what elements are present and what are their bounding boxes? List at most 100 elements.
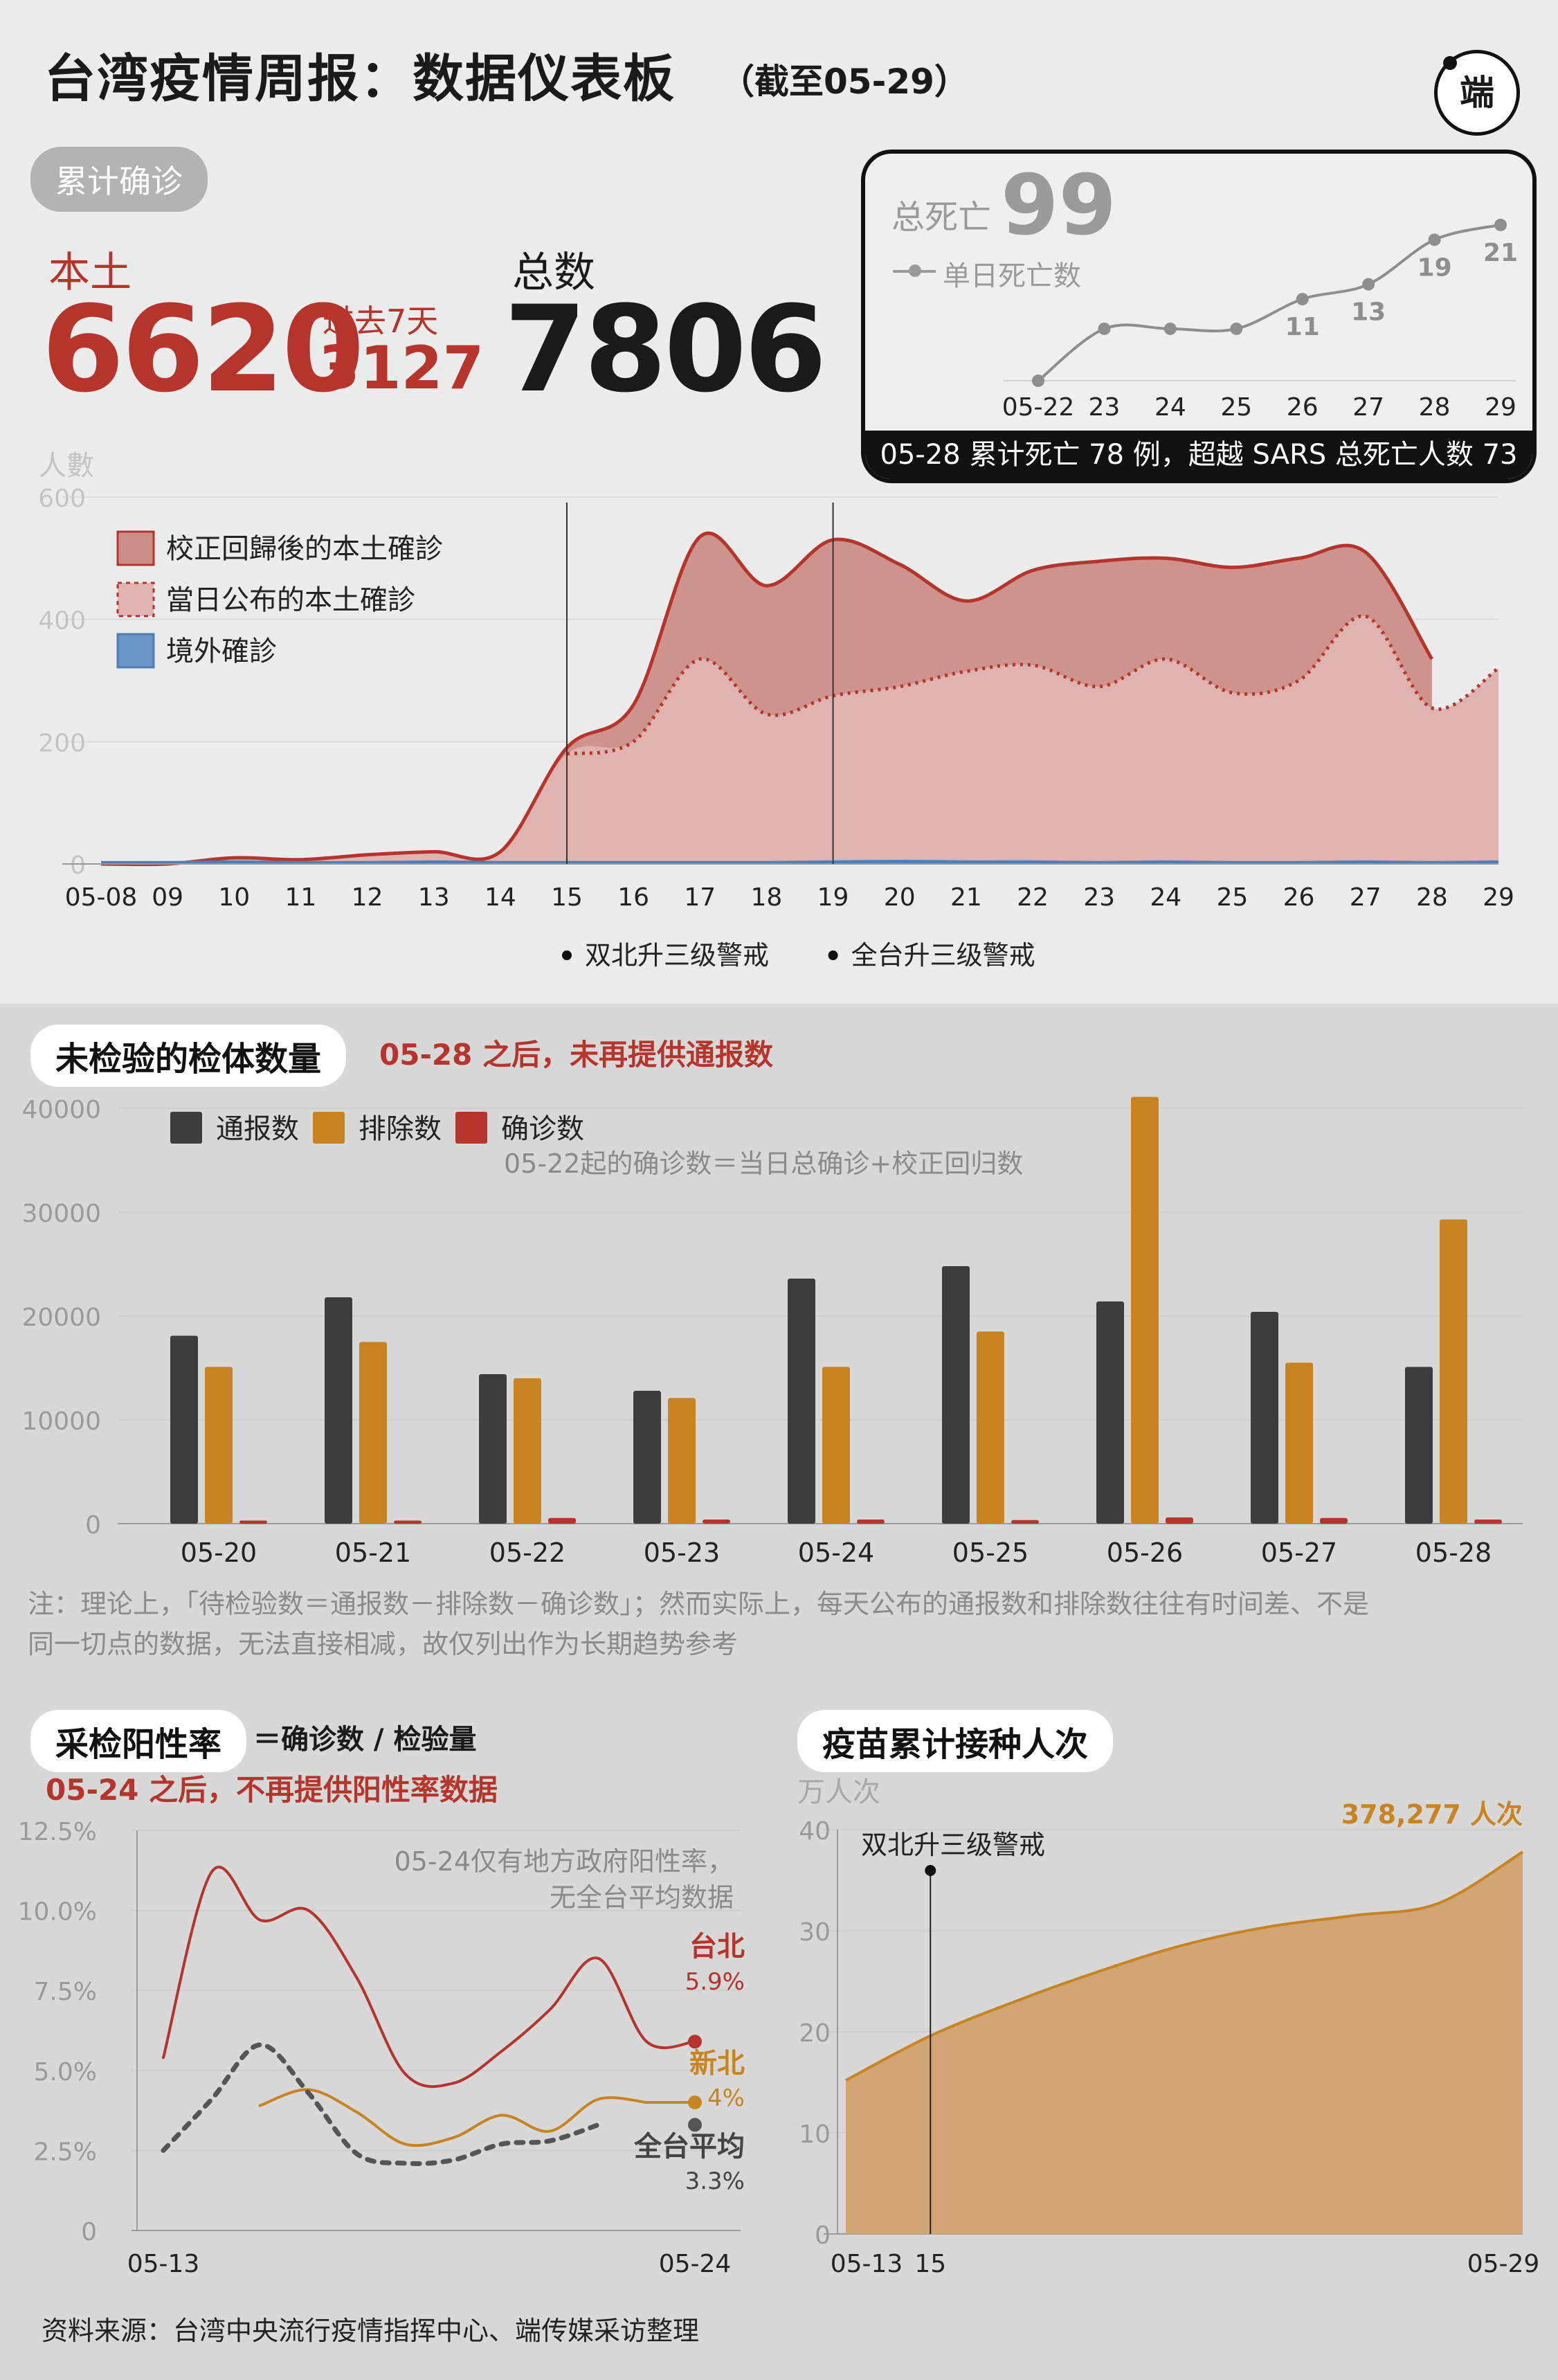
main-x-tick: 14 <box>484 883 516 912</box>
main-x-tick: 12 <box>352 883 383 912</box>
bar-legend-label: 排除数 <box>359 1113 442 1145</box>
positivity-line-chart: 0 2.5% 5.0% 7.5% 10.0% 12.5% 05-24仅有地方政府阳性率， 无全… <box>18 1818 745 2278</box>
deaths-line <box>1037 223 1501 382</box>
deaths-point <box>1163 322 1177 335</box>
main-legend-label: 校正回歸後的本土確診 <box>166 533 443 565</box>
main-x-tick: 22 <box>1017 883 1049 912</box>
main-x-tick: 25 <box>1217 883 1249 912</box>
deaths-point <box>1296 293 1309 306</box>
bar-confirmed <box>239 1520 267 1524</box>
event-dot <box>562 950 572 960</box>
pos-y-tick: 10.0% <box>18 1898 97 1927</box>
bar-excluded <box>514 1378 541 1524</box>
bar-confirmed <box>548 1517 576 1524</box>
deaths-legend-dot <box>909 264 921 277</box>
pos-line-0 <box>162 1866 696 2089</box>
bar-x-tick: 05-26 <box>1107 1538 1183 1568</box>
main-x-tick: 26 <box>1283 883 1315 912</box>
bar-y-tick: 40000 <box>21 1096 101 1124</box>
vac-y-tick: 0 <box>815 2221 831 2250</box>
deaths-x-tick: 05-22 <box>1002 393 1075 422</box>
bar-y-tick: 10000 <box>21 1407 101 1436</box>
vac-x-tick: 05-13 <box>831 2250 903 2278</box>
bar-legend-swatch <box>170 1112 202 1144</box>
bar-reported <box>1251 1312 1278 1524</box>
vac-event-dot <box>925 1865 936 1876</box>
event-dot <box>828 950 838 960</box>
pos-x-tick: 05-13 <box>127 2250 200 2278</box>
average-value: 3.3% <box>685 2167 745 2195</box>
bar-confirmed <box>1320 1517 1348 1524</box>
bar-reported <box>170 1335 198 1524</box>
deaths-data-label: 11 <box>1285 313 1320 341</box>
bar-reported <box>1405 1367 1433 1524</box>
deaths-point <box>1428 233 1441 246</box>
pos-end-point <box>688 2035 702 2049</box>
imported-line <box>100 859 1499 865</box>
bar-reported <box>1096 1301 1124 1524</box>
bar-legend-swatch <box>455 1112 487 1144</box>
pos-note-line1: 05-24仅有地方政府阳性率， <box>395 1846 734 1877</box>
average-name: 全台平均 <box>633 2131 745 2163</box>
taipei-name: 台北 <box>689 1931 745 1963</box>
corrected-line <box>100 531 1433 867</box>
deaths-data-label: 21 <box>1483 239 1518 267</box>
bar-excluded <box>359 1342 387 1524</box>
newtaipei-name: 新北 <box>689 2048 745 2080</box>
bar-reported <box>788 1279 815 1524</box>
samples-subtitle: 05-28 之后，未再提供通报数 <box>379 1038 773 1072</box>
main-y-tick: 200 <box>38 729 86 757</box>
deaths-line-chart: 05-22 23 24 25 11 26 13 27 19 28 21 29 <box>1002 218 1518 422</box>
vaccine-area-chart: 0 10 20 30 40 双北升三级警戒 378,277 人次 05-13 15 05-29 <box>799 1800 1539 2278</box>
deaths-point <box>1098 322 1111 335</box>
bar-y-tick: 0 <box>85 1511 101 1540</box>
pos-y-tick: 5.0% <box>34 2058 97 2086</box>
main-x-tick: 17 <box>684 883 716 912</box>
pos-note-line2: 无全台平均数据 <box>550 1882 734 1913</box>
main-y-tick: 0 <box>70 851 86 880</box>
bar-reported <box>479 1374 507 1524</box>
cumulative-pill: 累计确诊 <box>30 147 208 212</box>
pos-x-tick: 05-24 <box>659 2250 732 2278</box>
samples-bar-chart: 0 10000 20000 30000 40000 05-20 05-21 05-22 05-2… <box>21 1096 1523 1568</box>
bar-excluded <box>668 1398 696 1524</box>
bar-confirmed <box>703 1520 730 1524</box>
source-note: 资料来源：台湾中央流行疫情指挥中心、端传媒采访整理 <box>42 2316 700 2346</box>
past7-value: 3127 <box>318 334 484 403</box>
bar-x-tick: 05-22 <box>489 1538 565 1568</box>
event-label: 全台升三级警戒 <box>851 940 1035 971</box>
logo-glyph: 端 <box>1460 73 1494 113</box>
local-label: 本土 <box>48 249 132 297</box>
total-value: 7806 <box>504 280 827 419</box>
pos-y-tick: 2.5% <box>34 2138 97 2166</box>
samples-note-line1: 注：理论上，「待检验数＝通报数－排除数－确诊数」；然而实际上，每天公布的通报数和… <box>28 1589 1370 1619</box>
bar-reported <box>633 1391 661 1524</box>
bar-confirmed <box>1011 1520 1039 1524</box>
main-x-tick: 21 <box>950 883 982 912</box>
bar-reported <box>325 1297 352 1524</box>
main-x-tick: 23 <box>1083 883 1115 912</box>
positivity-subtitle: 05-24 之后，不再提供阳性率数据 <box>46 1773 498 1807</box>
bar-excluded <box>977 1331 1004 1524</box>
main-x-tick: 29 <box>1483 883 1514 912</box>
main-x-tick: 16 <box>617 883 649 912</box>
samples-title: 未检验的检体数量 <box>30 1025 347 1087</box>
bar-excluded <box>1440 1219 1467 1524</box>
main-y-tick: 400 <box>38 607 86 635</box>
main-legend-label: 當日公布的本土確診 <box>166 584 415 616</box>
bar-y-tick: 20000 <box>21 1304 101 1332</box>
date-note: （截至05-29） <box>720 62 969 102</box>
pos-y-tick: 0 <box>81 2218 97 2246</box>
bar-confirmed <box>394 1520 422 1524</box>
bar-x-tick: 05-28 <box>1415 1538 1492 1568</box>
main-x-tick: 18 <box>751 883 783 912</box>
vaccine-area <box>846 1852 1523 2234</box>
main-ylabel: 人數 <box>39 450 94 482</box>
main-x-tick: 20 <box>884 883 916 912</box>
pos-line-2 <box>161 2042 601 2166</box>
deaths-point <box>1494 218 1507 231</box>
bar-excluded <box>205 1367 233 1524</box>
main-x-tick: 27 <box>1350 883 1382 912</box>
bar-excluded <box>1285 1362 1313 1524</box>
main-legend-swatch <box>116 633 155 669</box>
